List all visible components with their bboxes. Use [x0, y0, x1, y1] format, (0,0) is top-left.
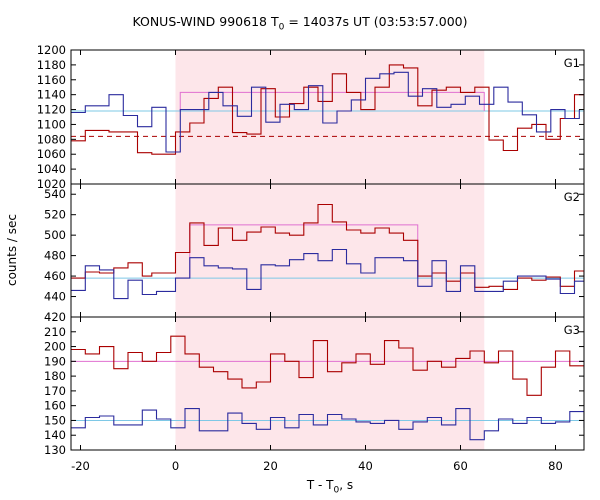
- panel-g2: 420 440 460 480 500 520 540 G2: [44, 183, 585, 324]
- y-tick-label: 210: [44, 325, 66, 339]
- y-tick-label: 1020: [37, 177, 66, 191]
- x-axis-label: T - T0, s: [307, 478, 353, 495]
- y-tick-label: 520: [44, 208, 66, 222]
- y-tick-label: 1040: [37, 162, 66, 176]
- background-series-line: [71, 408, 584, 441]
- y-tick-label: 190: [44, 354, 66, 368]
- panel-label: G1: [564, 56, 580, 70]
- y-tick-label: 500: [44, 228, 66, 242]
- highlight-band: [175, 50, 485, 450]
- y-tick-label: 1180: [37, 58, 66, 72]
- x-axis-label-main: T - T: [306, 478, 334, 492]
- x-tick-label: 80: [548, 459, 563, 473]
- y-tick-label: 180: [44, 369, 66, 383]
- y-tick-label: 150: [44, 413, 66, 427]
- chart-title-rest: = 14037s UT (03:53:57.000): [284, 14, 468, 29]
- y-tick-label: 1120: [37, 103, 66, 117]
- panel-frame: [70, 316, 585, 451]
- x-axis-label-rest: , s: [339, 478, 354, 492]
- y-tick-label: 1060: [37, 147, 66, 161]
- x-tick-label: 60: [453, 459, 468, 473]
- y-tick-label: 160: [44, 399, 66, 413]
- y-tick-label: 1140: [37, 88, 66, 102]
- panel-label: G3: [564, 323, 580, 337]
- panel-label: G2: [564, 190, 580, 204]
- y-tick-label: 420: [44, 310, 66, 324]
- y-tick-label: 480: [44, 249, 66, 263]
- y-tick-label: 460: [44, 269, 66, 283]
- x-axis-label-subscript: 0: [333, 485, 340, 496]
- y-tick-label: 440: [44, 290, 66, 304]
- y-tick-label: 1080: [37, 132, 66, 146]
- panel-g1: 1020104010601080110011201140116011801200…: [37, 43, 585, 191]
- y-tick-label: 540: [44, 187, 66, 201]
- chart-title-main: KONUS-WIND 990618 T: [132, 14, 279, 29]
- chart-title: KONUS-WIND 990618 T0 = 14037s UT (03:53:…: [0, 14, 600, 33]
- y-tick-label: 1100: [37, 117, 66, 131]
- x-tick-label: 0: [172, 459, 179, 473]
- background-series-line: [71, 248, 584, 300]
- y-tick-label: 1160: [37, 73, 66, 87]
- y-tick-label: 1200: [37, 43, 66, 57]
- source-series-line: [71, 64, 584, 155]
- panel-data-group: [71, 64, 584, 155]
- panel-data-group: [71, 335, 584, 441]
- y-tick-label: 130: [44, 443, 66, 457]
- y-tick-label: 140: [44, 428, 66, 442]
- background-series-line: [71, 71, 580, 153]
- chart-title-subscript: 0: [278, 22, 285, 33]
- source-series-line: [71, 335, 584, 396]
- x-tick-label: -20: [71, 459, 90, 473]
- y-tick-label: 170: [44, 384, 66, 398]
- panel-data-group: [71, 203, 584, 300]
- x-tick-label: 40: [358, 459, 373, 473]
- x-tick-label: 20: [263, 459, 278, 473]
- y-tick-label: 200: [44, 340, 66, 354]
- y-axis-label: counts / sec: [5, 213, 19, 287]
